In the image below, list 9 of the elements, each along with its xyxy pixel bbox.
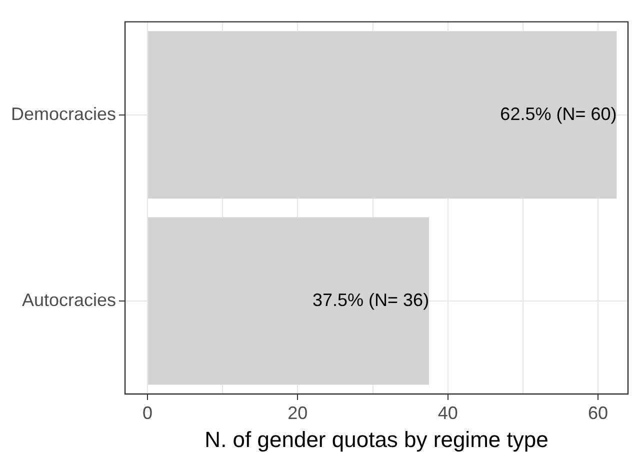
x-tick-label: 60 xyxy=(588,402,608,423)
data-label: 62.5% (N= 60) xyxy=(500,104,617,124)
data-label: 37.5% (N= 36) xyxy=(312,290,430,310)
y-tick-label: Democracies xyxy=(11,104,116,124)
y-tick-label: Autocracies xyxy=(22,290,116,310)
x-tick-label: 0 xyxy=(142,402,153,423)
x-tick-label: 40 xyxy=(438,402,458,423)
x-axis-title: N. of gender quotas by regime type xyxy=(204,426,548,452)
x-tick-label: 20 xyxy=(288,402,308,423)
